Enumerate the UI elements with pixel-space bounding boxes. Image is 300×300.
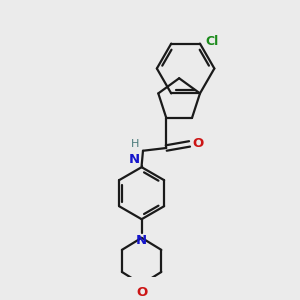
Text: N: N xyxy=(136,234,147,247)
Text: Cl: Cl xyxy=(205,35,218,48)
Text: O: O xyxy=(193,137,204,150)
Text: H: H xyxy=(131,139,140,148)
Text: N: N xyxy=(129,153,140,166)
Text: O: O xyxy=(136,286,147,298)
